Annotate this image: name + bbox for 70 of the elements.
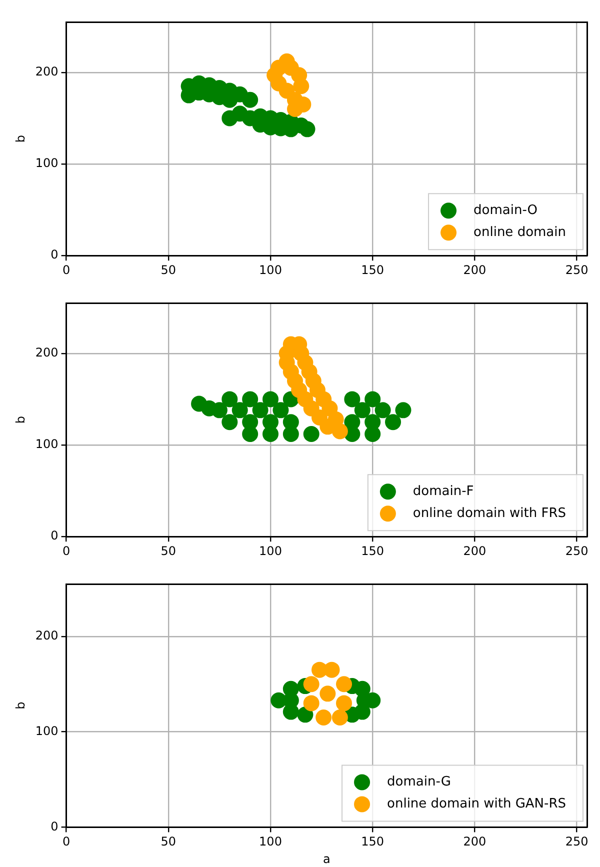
x-tick-label: 200 [463,834,486,849]
point [242,92,258,108]
point [316,710,332,726]
point [385,414,402,430]
point [222,414,238,430]
point [262,391,278,408]
point [303,676,320,692]
y-axis-title: b [13,134,28,143]
y-tick-label: 0 [50,528,58,543]
x-tick-label: 150 [361,834,384,849]
x-tick-label: 0 [62,834,70,849]
point [303,426,320,442]
x-tick-label: 250 [565,544,588,558]
x-tick-label: 250 [565,262,588,277]
legend-label: online domain with GAN-RS [387,796,566,812]
x-tick-label: 100 [259,834,282,849]
point [344,391,360,408]
point [332,423,348,440]
x-tick-label: 150 [361,544,384,558]
x-tick-label: 200 [463,544,486,558]
x-tick-label: 0 [62,544,70,558]
x-axis-title: a [322,852,330,866]
point [262,426,278,442]
x-tick-label: 50 [160,834,176,849]
point [201,400,218,416]
point [332,710,348,726]
point [252,402,268,418]
legend-label: domain-O [474,202,538,218]
point [222,391,238,408]
point [293,78,310,94]
y-tick-label: 0 [50,819,58,834]
legend-label: online domain with FRS [412,506,566,521]
point [336,676,352,692]
point [282,680,299,697]
x-tick-label: 200 [463,262,486,277]
point [354,402,370,418]
point [320,686,336,702]
point [364,391,381,408]
x-tick-label: 100 [259,544,282,558]
y-tick-label: 0 [50,248,58,262]
point [282,426,299,442]
x-tick-label: 50 [160,544,176,558]
y-axis-title: b [13,702,28,710]
y-tick-label: 100 [35,724,58,738]
x-tick-label: 0 [62,262,70,277]
point [272,402,289,418]
point [297,706,314,723]
y-tick-label: 100 [35,437,58,452]
y-tick-label: 200 [35,628,58,643]
y-tick-label: 100 [35,156,58,170]
point [395,402,412,418]
point [299,121,316,138]
x-tick-label: 150 [361,262,384,277]
point [324,662,340,678]
point [232,402,248,418]
y-axis-title: b [13,416,28,424]
legend-label: online domain [474,224,566,240]
x-tick-label: 50 [160,262,176,277]
point [242,391,258,408]
x-tick-label: 250 [565,834,588,849]
point [303,695,320,712]
y-tick-label: 200 [35,346,58,360]
point [336,695,352,712]
x-tick-label: 100 [259,262,282,277]
point [242,426,258,442]
legend-label: domain-F [412,484,474,499]
point [374,402,391,418]
legend-label: domain-G [387,774,451,790]
point [364,426,381,442]
y-tick-label: 200 [35,64,58,79]
